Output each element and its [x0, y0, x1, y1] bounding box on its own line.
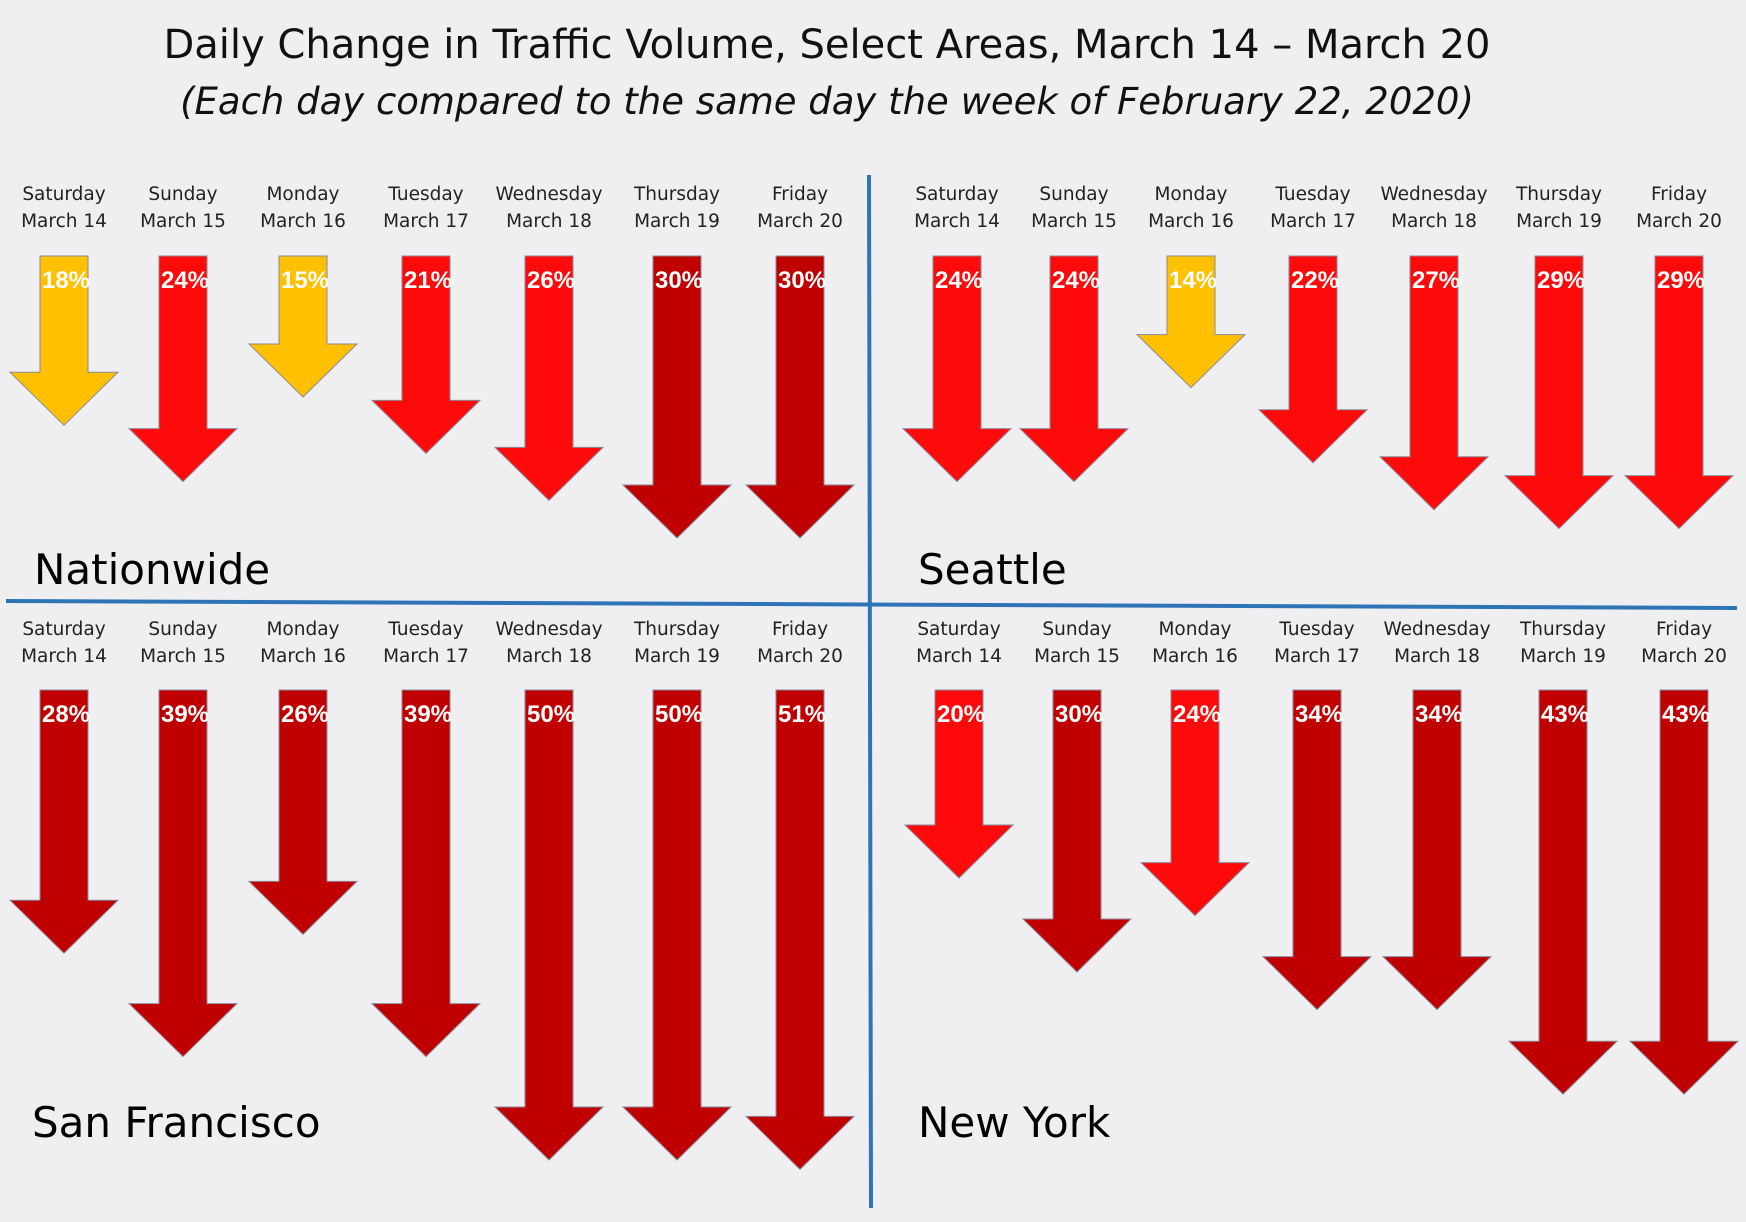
arrow-bar: [1139, 689, 1251, 917]
day-label: Thursday March 19: [1515, 184, 1602, 232]
value-label: 24%: [935, 267, 983, 294]
arrow-bar: [901, 255, 1013, 483]
panel-seattle: Saturday March 14 24% Sunday March 15 24% Mond…: [901, 184, 1735, 594]
arrow-bar: [744, 255, 856, 539]
day-label: Wednesday March 18: [1380, 184, 1487, 232]
day-label: Thursday March 19: [1519, 619, 1606, 667]
value-label: 43%: [1662, 701, 1710, 728]
arrow-bar: [127, 689, 239, 1058]
day-label: Sunday March 15: [140, 619, 226, 667]
arrow-bar: [621, 255, 733, 539]
value-label: 26%: [527, 267, 575, 294]
value-label: 29%: [1537, 267, 1585, 294]
arrow-bar: [903, 689, 1015, 879]
arrow-bar: [1381, 689, 1493, 1011]
value-label: 24%: [1173, 701, 1221, 728]
arrow-bar: [1378, 255, 1490, 511]
day-label: Thursday March 19: [633, 619, 720, 667]
panel-new-york: Saturday March 14 20% Sunday March 15 30% Mond…: [903, 619, 1740, 1147]
value-label: 50%: [655, 701, 703, 728]
area-name: San Francisco: [32, 1098, 321, 1147]
value-label: 34%: [1415, 701, 1463, 728]
arrow-bar: [1018, 255, 1130, 483]
arrow-bar: [493, 689, 605, 1161]
panels-group: Saturday March 14 18% Sunday March 15 24% Mond…: [8, 184, 1740, 1171]
arrow-bar: [127, 255, 239, 483]
value-label: 30%: [655, 267, 703, 294]
day-label: Sunday March 15: [1031, 184, 1117, 232]
horizontal-divider: [5, 599, 1738, 610]
day-label: Sunday March 15: [1034, 619, 1120, 667]
value-label: 18%: [42, 267, 90, 294]
arrow-bar: [493, 255, 605, 502]
arrow-bar: [621, 689, 733, 1161]
value-label: 15%: [281, 267, 329, 294]
day-label: Friday March 20: [757, 184, 843, 232]
day-label: Tuesday March 17: [383, 619, 469, 667]
value-label: 14%: [1169, 267, 1217, 294]
day-label: Saturday March 14: [914, 184, 1000, 232]
arrow-bar: [1261, 689, 1373, 1011]
value-label: 30%: [1055, 701, 1103, 728]
value-label: 39%: [161, 701, 209, 728]
value-label: 21%: [404, 267, 452, 294]
vertical-divider: [867, 174, 873, 1209]
value-label: 43%: [1541, 701, 1589, 728]
arrow-bar: [744, 689, 856, 1171]
day-label: Saturday March 14: [916, 619, 1002, 667]
area-name: Nationwide: [34, 545, 270, 594]
value-label: 27%: [1412, 267, 1460, 294]
day-label: Monday March 16: [260, 619, 346, 667]
day-label: Monday March 16: [260, 184, 346, 232]
day-label: Saturday March 14: [21, 619, 107, 667]
value-label: 22%: [1291, 267, 1339, 294]
panel-nationwide: Saturday March 14 18% Sunday March 15 24% Mond…: [8, 184, 856, 594]
value-label: 50%: [527, 701, 575, 728]
arrow-bar: [1507, 689, 1619, 1095]
arrow-bar: [1503, 255, 1615, 530]
value-label: 30%: [778, 267, 826, 294]
arrow-bar: [1257, 255, 1369, 464]
arrow-bar: [8, 255, 120, 426]
value-label: 20%: [937, 701, 985, 728]
panel-san-francisco: Saturday March 14 28% Sunday March 15 39% Mond…: [8, 619, 856, 1171]
value-label: 34%: [1295, 701, 1343, 728]
arrow-bar: [1021, 689, 1133, 973]
day-label: Friday March 20: [757, 619, 843, 667]
value-label: 24%: [1052, 267, 1100, 294]
arrow-bar: [1135, 255, 1247, 389]
day-label: Wednesday March 18: [495, 619, 602, 667]
arrow-bar: [370, 255, 482, 455]
arrow-bar: [8, 689, 120, 954]
day-label: Tuesday March 17: [1274, 619, 1360, 667]
chart-title: Daily Change in Traffic Volume, Select A…: [163, 22, 1490, 68]
value-label: 26%: [281, 701, 329, 728]
day-label: Wednesday March 18: [495, 184, 602, 232]
day-label: Tuesday March 17: [1270, 184, 1356, 232]
value-label: 29%: [1657, 267, 1705, 294]
day-label: Friday March 20: [1636, 184, 1722, 232]
area-name: Seattle: [918, 545, 1067, 594]
arrow-bar: [1623, 255, 1735, 530]
arrow-bar: [247, 255, 359, 398]
arrow-bar: [1628, 689, 1740, 1095]
chart-subtitle: (Each day compared to the same day the w…: [180, 80, 1474, 123]
value-label: 39%: [404, 701, 452, 728]
day-label: Tuesday March 17: [383, 184, 469, 232]
day-label: Wednesday March 18: [1383, 619, 1490, 667]
area-name: New York: [918, 1098, 1111, 1147]
day-label: Sunday March 15: [140, 184, 226, 232]
day-label: Thursday March 19: [633, 184, 720, 232]
day-label: Monday March 16: [1152, 619, 1238, 667]
day-label: Monday March 16: [1148, 184, 1234, 232]
day-label: Friday March 20: [1641, 619, 1727, 667]
arrow-bar: [247, 689, 359, 936]
value-label: 51%: [778, 701, 826, 728]
value-label: 24%: [161, 267, 209, 294]
value-label: 28%: [42, 701, 90, 728]
day-label: Saturday March 14: [21, 184, 107, 232]
arrow-bar: [370, 689, 482, 1058]
